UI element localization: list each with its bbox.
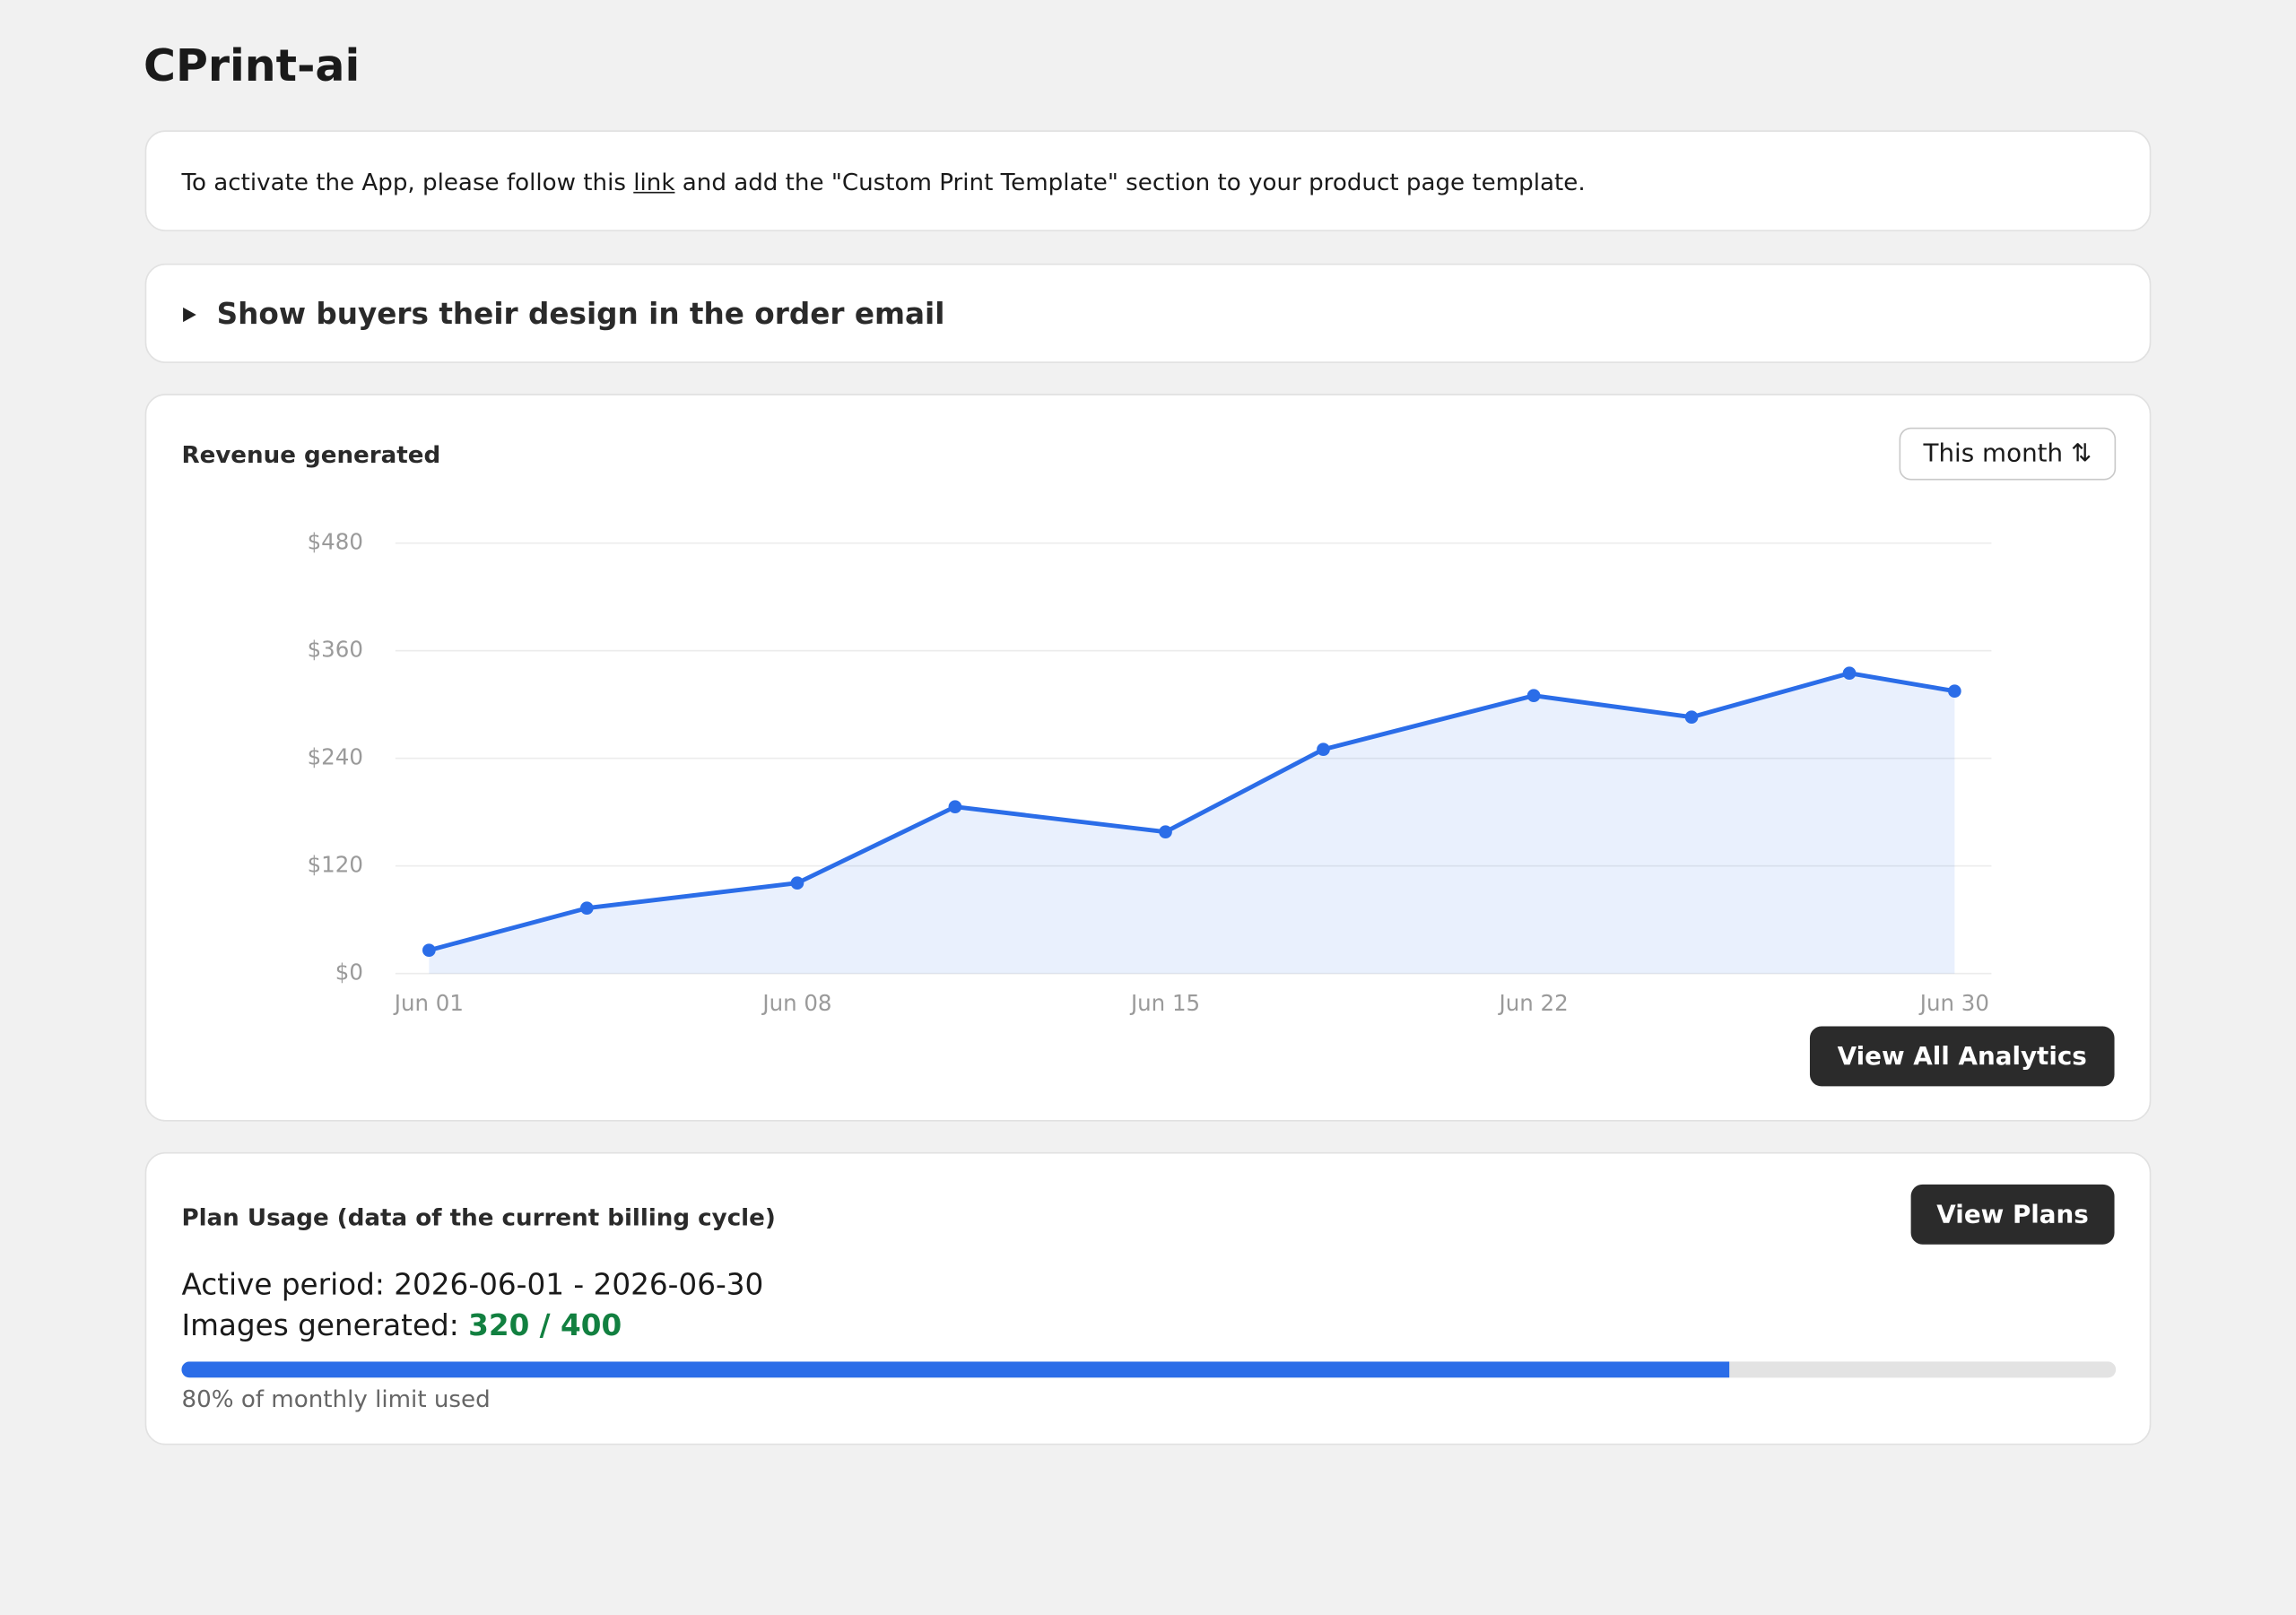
period-label: Active period: xyxy=(181,1266,385,1302)
revenue-point xyxy=(579,901,594,916)
images-label: Images generated: xyxy=(181,1307,459,1343)
revenue-point xyxy=(1159,825,1172,839)
plan-title: Plan Usage (data of the current billing … xyxy=(181,1203,776,1232)
revenue-point xyxy=(1947,684,1961,699)
disclosure-arrow xyxy=(183,307,196,323)
images-used: 320 xyxy=(468,1307,530,1343)
x-tick-label: Jun 01 xyxy=(393,990,464,1016)
x-tick-label: Jun 22 xyxy=(1498,990,1569,1016)
notice-text: To activate the App, please follow this … xyxy=(181,169,1585,196)
period-select[interactable]: This month ⇅ xyxy=(1899,427,2117,481)
plan-card: Plan Usage (data of the current billing … xyxy=(144,1151,2152,1446)
revenue-point xyxy=(790,876,804,890)
revenue-point xyxy=(1684,710,1699,725)
x-tick-label: Jun 15 xyxy=(1129,990,1200,1016)
revenue-line xyxy=(428,671,1955,953)
app-title: CPrint-ai xyxy=(143,40,361,92)
usage-note: 80% of monthly limit used xyxy=(181,1385,491,1413)
period-value: 2026-06-01 - 2026-06-30 xyxy=(394,1266,764,1302)
y-tick-label: $120 xyxy=(308,852,363,878)
y-tick-label: $240 xyxy=(308,744,363,770)
disclosure-title: Show buyers their design in the order em… xyxy=(216,295,945,331)
usage-fill xyxy=(181,1361,1729,1378)
view-analytics-button[interactable]: View All Analytics xyxy=(1809,1026,2115,1087)
usage-track xyxy=(181,1361,2117,1378)
chart-title: Revenue generated xyxy=(181,440,441,469)
revenue-point xyxy=(1842,666,1857,681)
images-separator: / xyxy=(539,1307,551,1343)
disclosure-card[interactable]: Show buyers their design in the order em… xyxy=(144,263,2152,363)
revenue-point xyxy=(948,800,962,814)
notice-before: To activate the App, please follow this xyxy=(181,168,634,196)
view-plans-button[interactable]: View Plans xyxy=(1910,1184,2115,1245)
notice-after: and add the "Custom Print Template" sect… xyxy=(674,168,1586,196)
y-tick-label: $360 xyxy=(308,637,363,663)
images-limit: 400 xyxy=(560,1307,622,1343)
x-tick-label: Jun 08 xyxy=(761,990,831,1016)
y-tick-label: $0 xyxy=(335,959,363,985)
revenue-point xyxy=(1526,689,1541,703)
notice-card: To activate the App, please follow this … xyxy=(144,130,2152,231)
revenue-area xyxy=(429,673,1955,974)
y-tick-label: $480 xyxy=(308,529,363,555)
images-line: Images generated: 320 / 400 xyxy=(181,1307,622,1342)
period-line: Active period: 2026-06-01 - 2026-06-30 xyxy=(181,1266,763,1301)
revenue-point xyxy=(422,943,436,958)
x-tick-label: Jun 30 xyxy=(1918,990,1989,1016)
revenue-point xyxy=(1317,742,1330,757)
notice-link[interactable]: link xyxy=(633,168,675,196)
